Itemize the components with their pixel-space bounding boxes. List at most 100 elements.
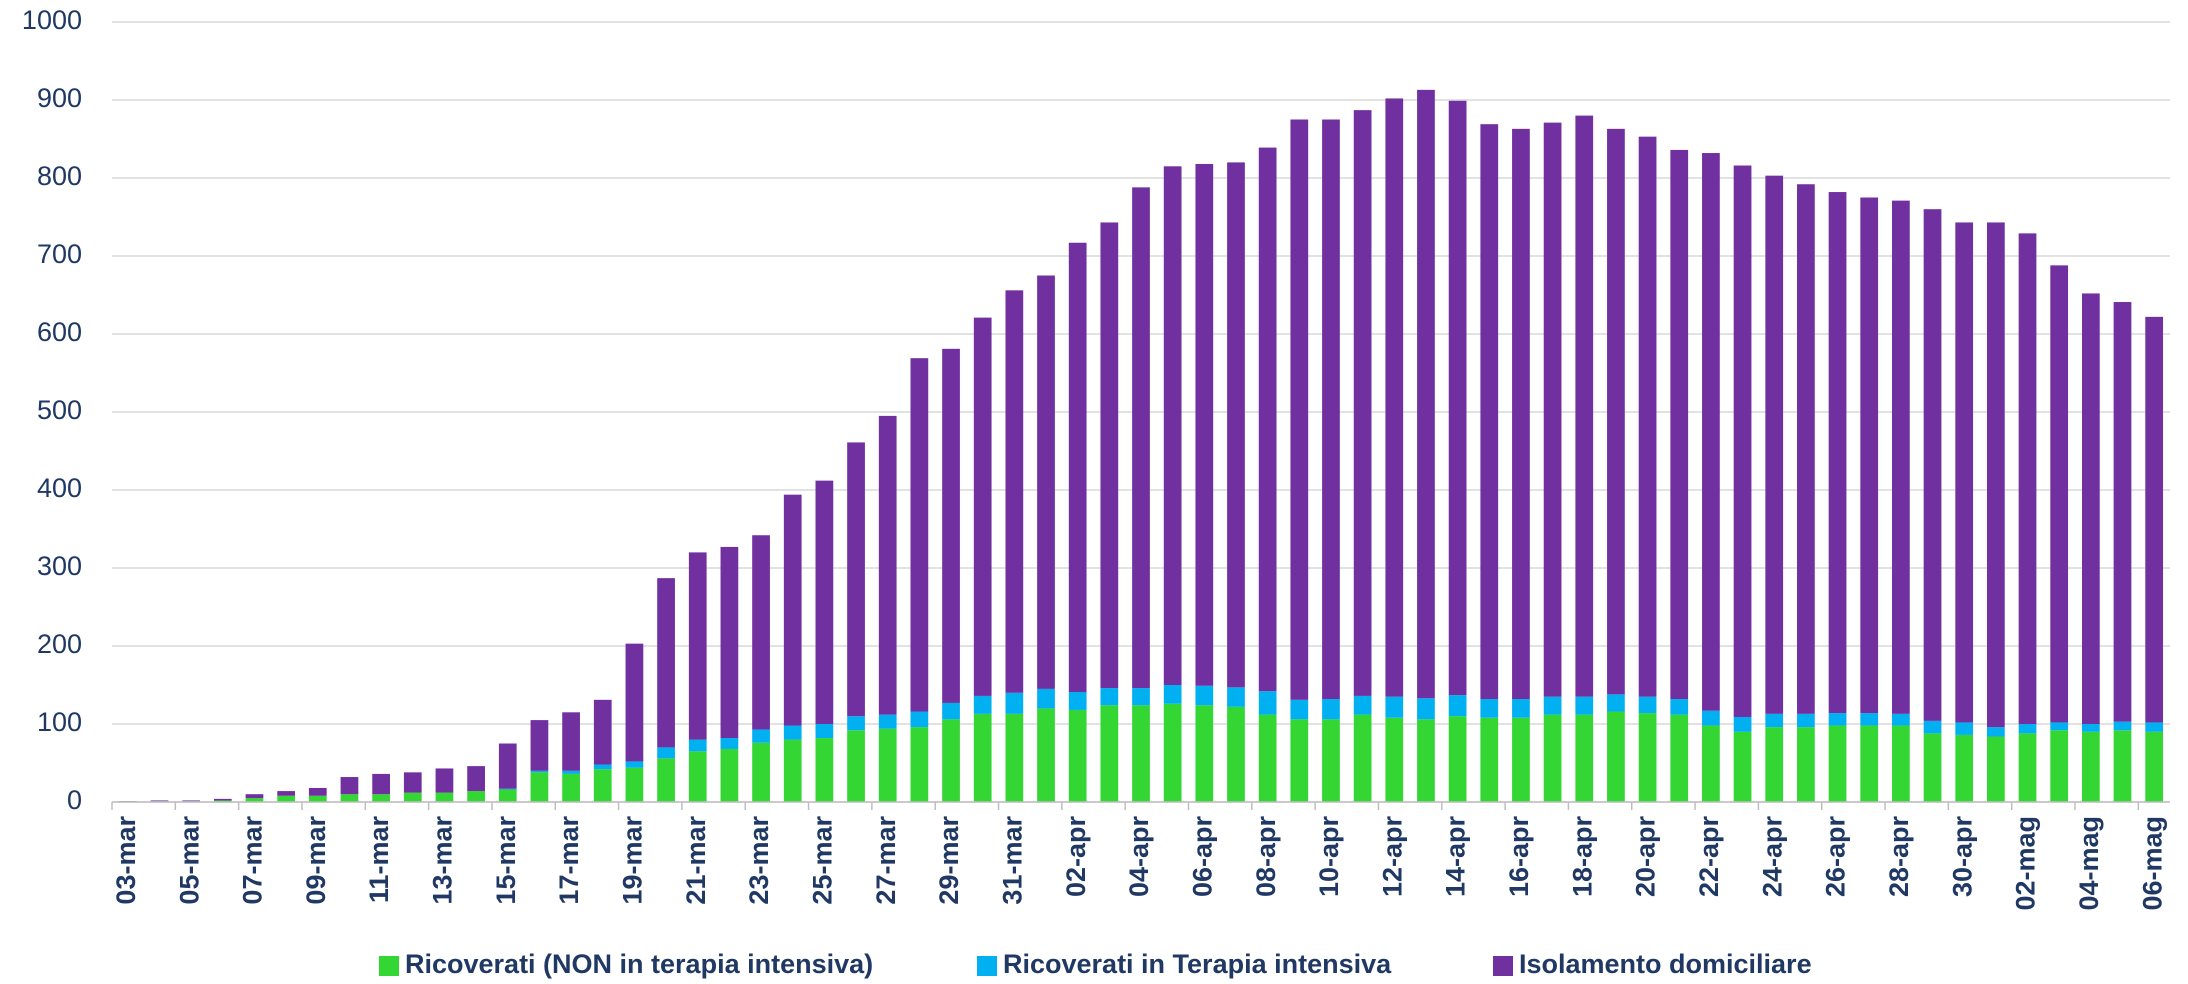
bar-segment (1448, 695, 1467, 717)
bar-segment (562, 773, 580, 802)
bar-segment (1828, 192, 1847, 714)
bar-segment (1258, 691, 1277, 715)
legend-label: Ricoverati in Terapia intensiva (1003, 949, 1392, 979)
y-tick-label: 500 (37, 395, 82, 425)
bar-segment (1607, 711, 1625, 802)
bar-segment (625, 767, 644, 802)
bar-segment (1638, 696, 1657, 714)
bar-segment (878, 728, 897, 802)
bar-segment (783, 739, 802, 802)
bar-segment (720, 748, 739, 802)
bar-segment (1163, 685, 1182, 704)
y-tick-label: 800 (37, 161, 82, 191)
bar-segment (1638, 136, 1657, 697)
bar-segment (1227, 706, 1245, 802)
bar-segment (1005, 692, 1024, 714)
bar-segment (1512, 128, 1530, 700)
bar-segment (1037, 275, 1055, 689)
bar-segment (498, 743, 517, 789)
x-tick-label: 28-apr (1884, 816, 1914, 898)
bar-segment (340, 777, 359, 795)
x-tick-label: 09-mar (301, 816, 331, 905)
bar-segment (1955, 734, 1974, 802)
bar-segment (847, 716, 865, 731)
bar-segment (245, 794, 264, 799)
bar-segment (910, 727, 929, 802)
x-tick-label: 12-apr (1377, 816, 1407, 898)
bar-segment (1702, 725, 1720, 802)
bar-segment (1195, 705, 1214, 802)
bar-segment (752, 742, 770, 802)
bar-segment (1417, 698, 1435, 720)
bar-segment (2145, 316, 2164, 723)
bar-segment (498, 789, 517, 802)
y-tick-label: 100 (37, 707, 82, 737)
bar-segment (372, 794, 390, 802)
bar-segment (2081, 731, 2100, 802)
bar-segment (1322, 699, 1340, 720)
bar-segment (1195, 685, 1214, 706)
x-tick-label: 20-apr (1631, 816, 1661, 898)
bar-segment (435, 768, 454, 793)
bar-segment (657, 578, 675, 748)
bar-segment (2050, 730, 2069, 802)
bar-segment (720, 546, 739, 739)
legend-swatch (1493, 956, 1513, 976)
bar-segment (1512, 717, 1530, 802)
y-tick-label: 700 (37, 239, 82, 269)
bar-segment (2113, 302, 2132, 722)
bar-segment (562, 770, 580, 774)
x-tick-label: 31-mar (997, 816, 1027, 905)
bar-segment (1385, 696, 1404, 718)
bar-segment (1290, 719, 1309, 802)
bar-segment (1068, 692, 1087, 710)
bar-segment (1892, 200, 1910, 714)
bar-segment (657, 758, 675, 802)
bar-segment (752, 729, 770, 743)
bar-segment (1037, 708, 1055, 802)
x-tick-label: 11-mar (364, 816, 394, 904)
bar-segment (1892, 725, 1910, 802)
bar-segment (1607, 694, 1625, 712)
bar-segment (847, 442, 865, 717)
bar-segment (1480, 699, 1499, 718)
bar-segment (403, 772, 422, 793)
bar-segment (847, 730, 865, 802)
bar-segment (2018, 724, 2037, 734)
bar-segment (277, 791, 296, 796)
bar-segment (1986, 222, 2005, 728)
bar-segment (1575, 696, 1594, 715)
bar-segment (1385, 98, 1404, 697)
bar-segment (1733, 731, 1752, 802)
bar-segment (245, 798, 264, 802)
bar-segment (1986, 727, 2005, 737)
bar-segment (815, 738, 834, 802)
bar-segment (1132, 688, 1150, 706)
x-tick-label: 03-mar (111, 816, 141, 905)
bar-segment (1923, 209, 1942, 721)
bar-segment (2018, 233, 2037, 724)
bar-segment (1638, 713, 1657, 802)
bar-segment (2050, 722, 2069, 731)
y-tick-label: 300 (37, 551, 82, 581)
bar-segment (2081, 724, 2100, 732)
x-tick-label: 25-mar (808, 816, 838, 905)
bar-segment (308, 795, 327, 802)
x-tick-label: 04-apr (1124, 816, 1154, 898)
bar-segment (1986, 736, 2005, 802)
bar-segment (973, 713, 992, 802)
bar-segment (1353, 714, 1372, 802)
bar-segment (150, 800, 169, 802)
bar-segment (308, 787, 327, 796)
bar-segment (562, 712, 580, 771)
bar-segment (1955, 722, 1974, 735)
bar-segment (688, 739, 707, 752)
bar-segment (2050, 265, 2069, 723)
bar-segment (1195, 163, 1214, 686)
bar-segment (182, 800, 201, 802)
x-tick-label: 29-mar (934, 816, 964, 905)
bar-segment (340, 794, 359, 802)
bar-segment (783, 725, 802, 740)
bar-segment (1828, 725, 1847, 802)
y-tick-label: 400 (37, 473, 82, 503)
